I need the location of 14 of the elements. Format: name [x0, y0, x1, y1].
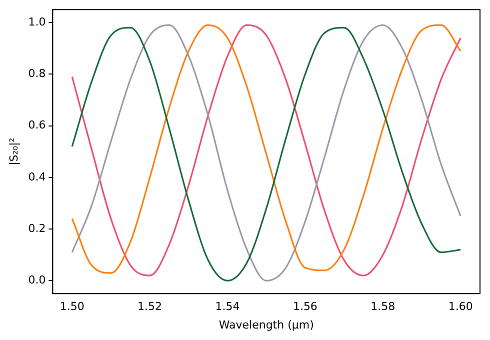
- y-tick-label: 0.4: [28, 170, 46, 184]
- y-tick-label: 1.0: [28, 15, 46, 28]
- x-tick-label: 1.52: [138, 300, 162, 314]
- x-tick-label: 1.54: [215, 300, 240, 314]
- x-axis-title: Wavelength (µm): [218, 318, 314, 332]
- x-tick-label: 1.56: [292, 300, 318, 314]
- y-tick-label: 0.6: [28, 118, 46, 132]
- y-tick-label: 0.8: [28, 67, 46, 80]
- y-tick-label: 0.2: [28, 222, 46, 235]
- y-tick-label: 0.0: [28, 274, 46, 287]
- x-tick-label: 1.58: [370, 300, 396, 314]
- y-axis-title: |S₂₀|²: [7, 138, 20, 166]
- x-tick-label: 1.50: [60, 300, 84, 314]
- x-tick-label: 1.60: [448, 300, 473, 314]
